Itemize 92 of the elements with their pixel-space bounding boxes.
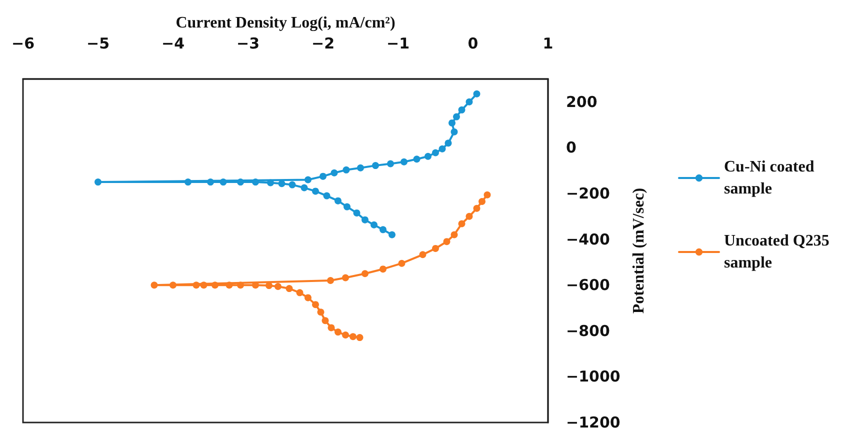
point: [286, 285, 293, 292]
point: [356, 334, 364, 342]
point: [413, 156, 420, 163]
point: [473, 204, 480, 212]
point: [237, 178, 244, 186]
point: [317, 308, 324, 316]
point: [473, 90, 480, 98]
point: [304, 176, 312, 184]
x-tick-label: 0: [468, 34, 478, 52]
y-tick-label: −200: [566, 184, 610, 202]
point: [212, 282, 218, 289]
point: [448, 119, 456, 126]
point: [372, 162, 379, 170]
point: [323, 192, 330, 200]
y-tick-label: 200: [566, 92, 598, 111]
point: [362, 216, 368, 224]
x-tick-label: 1: [542, 34, 554, 52]
point: [330, 169, 338, 176]
point: [478, 198, 486, 206]
y-tick-label: −1000: [566, 368, 620, 386]
point: [400, 158, 408, 166]
point: [334, 197, 342, 204]
point: [184, 178, 192, 186]
x-tick-label: −3: [236, 34, 260, 52]
point: [288, 181, 296, 188]
point: [453, 113, 460, 120]
point: [334, 328, 342, 336]
point: [274, 282, 282, 290]
point: [432, 149, 439, 156]
y-axis-title: Potential (mV/sec): [630, 188, 648, 314]
point: [266, 282, 272, 290]
point: [438, 145, 446, 152]
point: [388, 231, 396, 238]
point: [344, 203, 350, 210]
x-tick-label: −5: [86, 34, 110, 52]
x-tick-label: −2: [311, 34, 335, 52]
point: [353, 209, 360, 216]
point: [380, 226, 386, 234]
legend-label: Uncoated Q235 sample: [724, 232, 834, 272]
point: [484, 191, 491, 198]
x-tick-label: −1: [386, 34, 410, 52]
point: [320, 172, 326, 180]
point: [192, 282, 200, 289]
point: [207, 178, 214, 186]
point: [458, 106, 466, 114]
y-tick-label: −1200: [566, 414, 620, 430]
point: [443, 238, 450, 246]
point: [312, 301, 319, 308]
point: [458, 220, 466, 228]
x-axis-title: Current Density Log(i, mA/cm²): [176, 14, 396, 32]
point: [312, 188, 319, 195]
point: [252, 178, 259, 186]
point: [267, 179, 274, 186]
point: [150, 282, 158, 289]
point: [327, 277, 334, 284]
point: [362, 270, 368, 278]
point: [342, 332, 349, 339]
point: [424, 152, 432, 160]
point: [342, 166, 350, 174]
x-tick-label: −6: [11, 34, 35, 52]
y-tick-label: 0: [566, 138, 576, 157]
point: [350, 333, 356, 340]
point: [296, 289, 304, 296]
point: [322, 317, 329, 324]
point: [226, 282, 233, 289]
point: [94, 178, 102, 186]
point: [304, 294, 312, 302]
point: [387, 160, 394, 168]
point: [370, 221, 378, 228]
x-tick-label: −4: [161, 34, 185, 52]
point: [466, 98, 473, 106]
point: [432, 244, 439, 252]
point: [419, 251, 426, 258]
point: [278, 180, 286, 188]
point: [357, 164, 364, 172]
y-tick-label: −400: [566, 230, 610, 248]
point: [200, 282, 208, 289]
point: [380, 266, 386, 273]
point: [450, 231, 458, 238]
point: [466, 212, 473, 220]
point: [444, 140, 452, 147]
legend-label: Cu-Ni coated sample: [724, 158, 818, 198]
point: [170, 282, 176, 289]
y-tick-label: −600: [566, 276, 610, 294]
y-tick-label: −800: [566, 322, 610, 340]
point: [237, 282, 244, 289]
point: [328, 324, 335, 332]
point: [220, 178, 227, 186]
point: [450, 128, 458, 136]
point: [398, 260, 406, 267]
point: [300, 184, 308, 192]
point: [342, 274, 349, 282]
